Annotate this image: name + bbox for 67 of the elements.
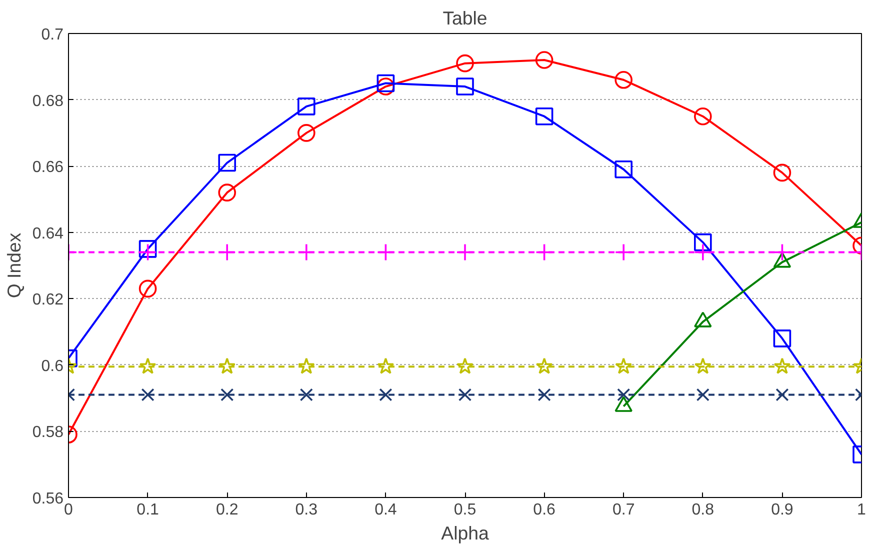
point: [535, 243, 554, 262]
point: [456, 243, 474, 262]
point: [456, 358, 474, 374]
point: [298, 358, 315, 374]
point: [776, 388, 789, 402]
point: [538, 388, 551, 402]
point: [614, 243, 632, 262]
y-axis-title: Q Index: [3, 232, 24, 298]
x-tick-label: 0.9: [771, 502, 794, 518]
point: [773, 330, 792, 348]
y-tick-label: 0.64: [32, 225, 64, 242]
y-tick-label: 0.7: [41, 26, 64, 44]
point: [138, 280, 157, 298]
x-tick-label: 0.7: [612, 502, 635, 518]
point: [615, 358, 632, 374]
point: [773, 164, 792, 182]
x-tick-label: 0: [64, 502, 74, 518]
chart-title: Table: [442, 8, 488, 28]
x-tick-label: 0.3: [295, 502, 318, 518]
point: [139, 358, 156, 374]
point: [614, 71, 632, 89]
point: [694, 233, 712, 252]
x-tick-label: 0.5: [454, 502, 476, 518]
point: [377, 358, 394, 374]
point: [376, 78, 395, 96]
x-tick-label: 0.4: [374, 502, 397, 518]
point: [773, 243, 792, 262]
point: [617, 388, 630, 402]
point: [141, 388, 154, 402]
point: [536, 358, 553, 374]
point: [298, 98, 316, 116]
point: [458, 388, 472, 402]
x-tick-label: 0.8: [692, 502, 714, 518]
point: [298, 243, 316, 262]
point: [300, 388, 313, 402]
point: [220, 388, 234, 402]
point: [376, 243, 395, 262]
point: [376, 74, 395, 92]
x-tick-label: 1: [857, 502, 866, 518]
point: [218, 358, 236, 374]
point: [696, 388, 710, 402]
point: [694, 358, 712, 374]
point: [694, 107, 712, 126]
point: [456, 54, 474, 72]
y-tick-label: 0.58: [32, 424, 64, 442]
point: [298, 124, 316, 142]
point: [535, 51, 554, 69]
point: [694, 243, 712, 262]
point: [218, 243, 236, 262]
x-tick-label: 0.6: [533, 502, 556, 518]
y-tick-label: 0.56: [32, 490, 64, 508]
x-tick-label: 0.2: [216, 502, 238, 518]
point: [456, 78, 474, 96]
x-axis-title: Alpha: [441, 522, 490, 544]
point: [218, 154, 236, 172]
y-tick-label: 0.66: [32, 159, 64, 176]
y-tick-label: 0.62: [32, 292, 64, 309]
point: [138, 243, 157, 262]
y-tick-label: 0.6: [41, 358, 64, 375]
point: [535, 107, 554, 126]
y-tick-label: 0.68: [32, 92, 64, 110]
point: [138, 240, 157, 258]
point: [614, 160, 632, 178]
point: [379, 388, 392, 402]
point: [218, 184, 236, 202]
x-tick-label: 0.1: [136, 502, 160, 518]
point: [774, 358, 791, 374]
